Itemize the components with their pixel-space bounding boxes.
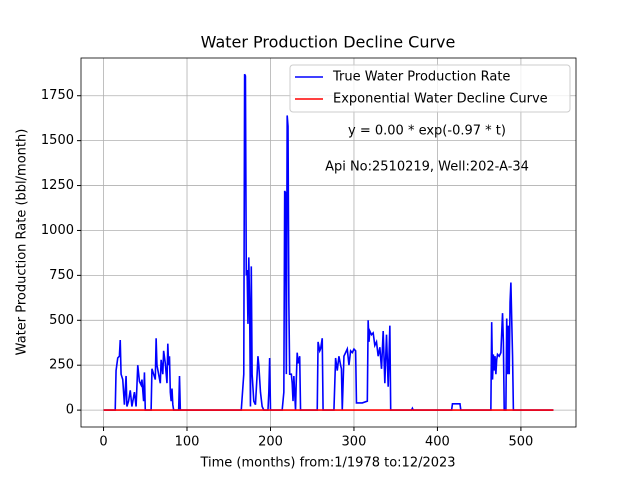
legend-box	[289, 64, 571, 113]
y-tick-label: 1250	[41, 178, 74, 193]
x-tick-label: 100	[175, 435, 200, 450]
chart-title: Water Production Decline Curve	[201, 33, 456, 52]
y-tick-label: 1500	[41, 133, 74, 148]
y-tick-label: 1000	[41, 223, 74, 238]
series-line	[103, 73, 554, 411]
x-tick-label: 400	[425, 435, 450, 450]
legend-label: Exponential Water Decline Curve	[333, 92, 548, 107]
y-tick-label: 1750	[41, 88, 74, 103]
x-tick-label: 500	[508, 435, 533, 450]
x-tick-label: 300	[342, 435, 367, 450]
legend-label: True Water Production Rate	[332, 70, 510, 85]
y-tick-label: 250	[49, 358, 74, 373]
x-tick-label: 0	[99, 435, 107, 450]
y-tick-label: 500	[49, 313, 74, 328]
y-tick-label: 750	[49, 268, 74, 283]
annotation: Api No:2510219, Well:202-A-34	[325, 160, 529, 175]
x-tick-label: 200	[258, 435, 283, 450]
y-tick-label: 0	[66, 403, 74, 418]
annotation: y = 0.00 * exp(-0.97 * t)	[348, 124, 506, 139]
x-axis-label: Time (months) from:1/1978 to:12/2023	[199, 456, 455, 471]
y-axis-label: Water Production Rate (bbl/month)	[15, 129, 30, 356]
plot-frame	[80, 57, 577, 428]
